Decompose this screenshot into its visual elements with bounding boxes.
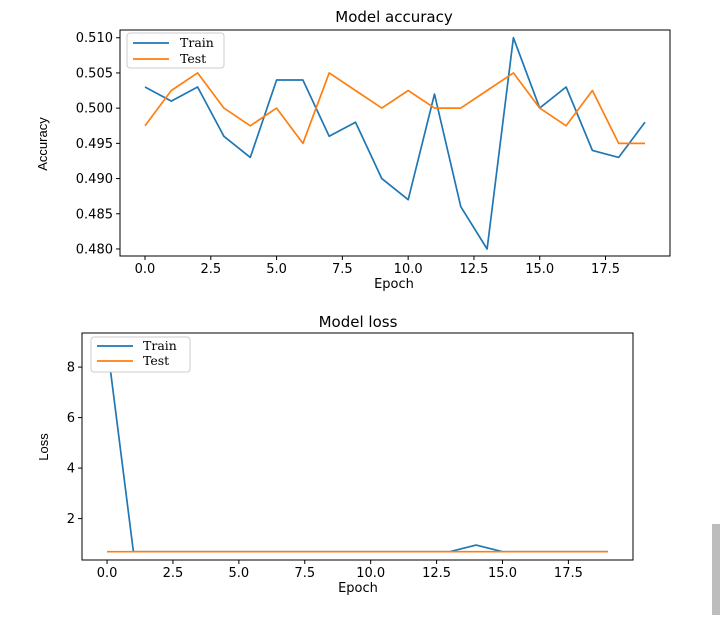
loss-x-tick-label: 12.5: [422, 566, 451, 581]
accuracy-x-tick-label: 2.5: [200, 262, 221, 277]
accuracy-x-tick-label: 10.0: [394, 262, 423, 277]
accuracy-y-tick-label: 0.485: [76, 207, 113, 222]
loss-x-tick-label: 0.0: [97, 566, 118, 581]
accuracy-x-tick-label: 17.5: [591, 262, 620, 277]
legend-test-label: Test: [180, 51, 206, 66]
loss-chart-title: Model loss: [319, 313, 398, 331]
accuracy-chart: Model accuracy Epoch Accuracy 0.0 2.5 5.0 7…: [35, 8, 671, 292]
accuracy-y-tick-label: 0.495: [76, 137, 113, 152]
loss-x-tick-label: 7.5: [294, 566, 315, 581]
loss-x-tick-label: 17.5: [554, 566, 583, 581]
loss-x-tick-label: 15.0: [488, 566, 517, 581]
accuracy-x-tick-label: 5.0: [266, 262, 287, 277]
accuracy-y-tick-label: 0.510: [76, 31, 113, 46]
accuracy-y-tick-label: 0.500: [76, 102, 113, 117]
accuracy-y-tick-label: 0.505: [76, 66, 113, 81]
loss-plot-area: [81, 332, 634, 561]
accuracy-y-tick-label: 0.490: [76, 172, 113, 187]
loss-legend: Train Test: [90, 336, 191, 373]
loss-x-axis-label: Epoch: [338, 581, 378, 596]
accuracy-chart-title: Model accuracy: [335, 8, 453, 26]
scrollbar-thumb[interactable]: [712, 524, 720, 615]
loss-train-series-line: [106, 342, 608, 553]
loss-y-tick-label: 8: [67, 361, 75, 376]
loss-x-tick-label: 2.5: [163, 566, 184, 581]
loss-chart: Model loss Epoch Loss 0.0 2.5 5.0 7.5 10.0 12…: [36, 313, 634, 596]
accuracy-plot-area: [119, 29, 671, 257]
accuracy-train-series-line: [144, 36, 646, 250]
accuracy-x-tick-label: 0.0: [135, 262, 156, 277]
accuracy-y-axis-label: Accuracy: [35, 117, 50, 171]
loss-y-tick-label: 4: [67, 462, 75, 477]
legend-test-label: Test: [143, 353, 169, 368]
legend-train-label: Train: [143, 338, 177, 353]
accuracy-x-tick-label: 12.5: [459, 262, 488, 277]
accuracy-x-axis-label: Epoch: [374, 277, 414, 292]
accuracy-y-tick-label: 0.480: [76, 242, 113, 257]
loss-y-tick-label: 6: [67, 411, 75, 426]
loss-x-tick-label: 5.0: [229, 566, 250, 581]
legend-train-label: Train: [180, 35, 214, 50]
accuracy-x-tick-label: 7.5: [332, 262, 353, 277]
loss-x-tick-label: 10.0: [356, 566, 385, 581]
accuracy-test-series-line: [144, 72, 645, 145]
loss-y-axis-label: Loss: [36, 433, 51, 461]
accuracy-x-tick-label: 15.0: [525, 262, 554, 277]
accuracy-legend: Train Test: [126, 32, 225, 69]
loss-y-tick-label: 2: [67, 512, 75, 527]
